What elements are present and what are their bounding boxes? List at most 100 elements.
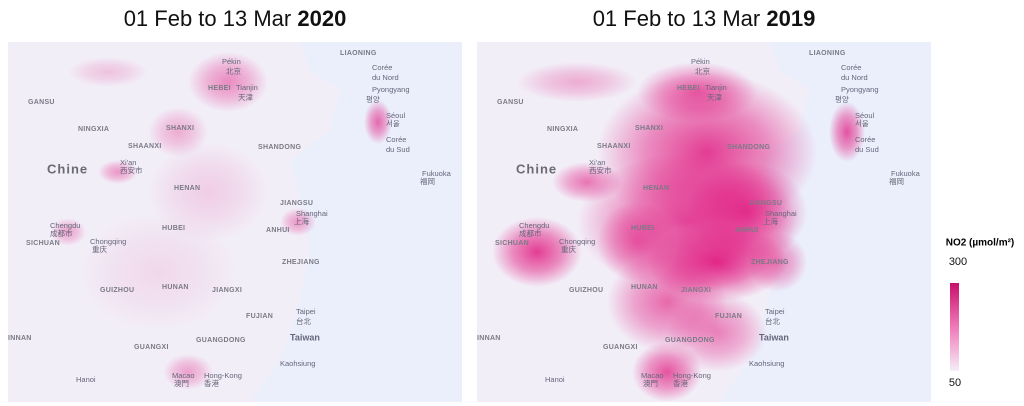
no2-patch xyxy=(747,232,807,292)
no2-patch xyxy=(517,62,637,102)
place-label: Xi'an xyxy=(589,158,605,167)
place-label: HENAN xyxy=(174,185,200,192)
place-label: SHANXI xyxy=(635,125,663,132)
place-label: Corée xyxy=(386,135,406,144)
place-label: LIAONING xyxy=(340,50,377,57)
place-label: SHAANXI xyxy=(128,143,162,150)
no2-patch xyxy=(637,62,757,122)
map-title: 01 Feb to 13 Mar 2019 xyxy=(593,6,816,31)
place-label: NINGXIA xyxy=(547,126,578,133)
place-label: 서울 xyxy=(386,119,400,128)
place-label: GUANGDONG xyxy=(665,337,715,344)
place-label: SICHUAN xyxy=(26,240,60,247)
place-label: Xi'an xyxy=(120,158,136,167)
place-label: Shanghai xyxy=(765,209,797,218)
place-label: Chongqing xyxy=(90,237,126,246)
place-label: GUANGXI xyxy=(603,344,638,351)
map-title: 01 Feb to 13 Mar 2020 xyxy=(124,6,347,31)
place-label: 天津 xyxy=(707,93,722,102)
no2-patch xyxy=(552,162,622,202)
place-label: INNAN xyxy=(8,335,32,342)
place-label: Chengdu xyxy=(519,221,549,230)
place-label: HUNAN xyxy=(162,284,189,291)
place-label: JIANGSU xyxy=(280,200,313,207)
place-label: Corée xyxy=(855,135,875,144)
place-label: Chine xyxy=(47,161,88,176)
no2-patch xyxy=(68,57,148,87)
place-label: 重庆 xyxy=(92,244,107,254)
place-label: INNAN xyxy=(477,335,501,342)
place-label: 成都市 xyxy=(50,228,73,238)
place-label: JIANGXI xyxy=(212,287,242,294)
place-label: Fukuoka xyxy=(422,169,452,178)
place-label: Tianjin xyxy=(705,83,727,92)
place-label: Pyongyang xyxy=(841,85,879,94)
title-year: 2020 xyxy=(297,6,346,31)
place-label: HUNAN xyxy=(631,284,658,291)
place-label: LIAONING xyxy=(809,50,846,57)
place-label: 福岡 xyxy=(420,177,435,186)
place-label: 西安市 xyxy=(120,165,143,175)
place-label: 成都市 xyxy=(519,228,542,238)
no2-patch xyxy=(280,208,316,236)
no2-patch xyxy=(632,342,702,402)
place-label: 澳門 xyxy=(643,378,658,388)
place-label: GUANGDONG xyxy=(196,337,246,344)
place-label: Tianjin xyxy=(236,83,258,92)
place-label: 香港 xyxy=(204,378,219,388)
place-label: Séoul xyxy=(855,111,875,120)
place-label: du Sud xyxy=(855,145,879,154)
place-label: HEBEI xyxy=(208,85,231,92)
place-label: NINGXIA xyxy=(78,126,109,133)
place-label: HEBEI xyxy=(677,85,700,92)
title-text: 01 Feb to 13 Mar xyxy=(593,6,761,31)
place-label: SICHUAN xyxy=(495,240,529,247)
place-label: HUBEI xyxy=(631,225,654,232)
place-label: HENAN xyxy=(643,185,669,192)
place-label: Macao xyxy=(641,371,664,380)
place-label: du Sud xyxy=(386,145,410,154)
place-label: FUJIAN xyxy=(246,313,273,320)
place-label: 澳門 xyxy=(174,378,189,388)
place-label: 香港 xyxy=(673,378,688,388)
place-label: 台北 xyxy=(765,316,780,326)
legend-max: 300 xyxy=(949,256,967,268)
no2-patch xyxy=(364,100,392,144)
no2-patch xyxy=(188,52,268,112)
place-label: Chongqing xyxy=(559,237,595,246)
place-label: Pékin xyxy=(691,57,710,66)
place-label: Chengdu xyxy=(50,221,80,230)
no2-patch xyxy=(492,217,582,287)
place-label: 天津 xyxy=(238,93,253,102)
no2-patch xyxy=(98,160,138,184)
place-label: Hanoi xyxy=(76,375,96,384)
place-label: Taiwan xyxy=(759,332,789,342)
place-label: Hanoi xyxy=(545,375,565,384)
place-label: Pyongyang xyxy=(372,85,410,94)
place-label: Shanghai xyxy=(296,209,328,218)
place-label: du Nord xyxy=(372,73,399,82)
legend-scale xyxy=(950,283,959,371)
place-label: JIANGSU xyxy=(749,200,782,207)
place-label: SHANXI xyxy=(166,125,194,132)
place-label: Taiwan xyxy=(290,332,320,342)
place-label: GUIZHOU xyxy=(569,287,603,294)
place-label: 上海 xyxy=(294,216,309,226)
place-label: 평양 xyxy=(835,94,849,104)
place-label: Hong-Kong xyxy=(204,371,242,380)
place-label: Taipei xyxy=(296,307,316,316)
place-label: Corée xyxy=(841,63,861,72)
place-label: GANSU xyxy=(28,99,55,106)
place-label: 평양 xyxy=(366,94,380,104)
place-label: ANHUI xyxy=(735,227,759,234)
place-label: SHANDONG xyxy=(727,144,770,151)
place-label: GUIZHOU xyxy=(100,287,134,294)
title-year: 2019 xyxy=(766,6,815,31)
place-label: 北京 xyxy=(226,66,241,76)
place-label: Kaohsiung xyxy=(280,359,315,368)
place-label: ANHUI xyxy=(266,227,290,234)
no2-patch xyxy=(50,218,86,246)
place-label: du Nord xyxy=(841,73,868,82)
